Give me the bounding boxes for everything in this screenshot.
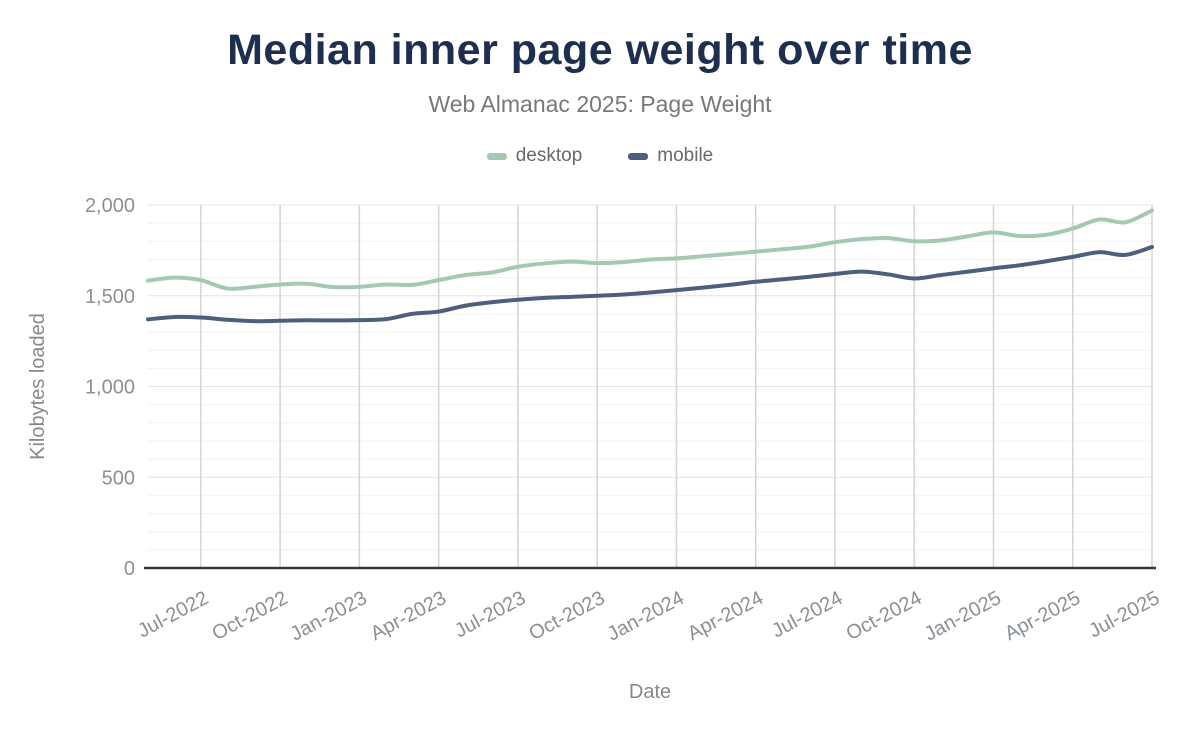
horizontal-gridlines xyxy=(148,204,1152,551)
svg-text:1,000: 1,000 xyxy=(85,377,135,399)
y-axis-title: Kilobytes loaded xyxy=(27,313,49,460)
svg-text:Apr-2023: Apr-2023 xyxy=(367,587,450,645)
desktop-series-swatch xyxy=(486,152,507,160)
svg-text:Oct-2024: Oct-2024 xyxy=(843,587,926,645)
legend-label-mobile: mobile xyxy=(657,145,714,166)
y-axis-tick-labels: 0 500 1,000 1,500 2,000 xyxy=(85,195,135,580)
legend-label-desktop: desktop xyxy=(515,145,583,166)
svg-text:Oct-2023: Oct-2023 xyxy=(526,587,609,645)
svg-text:1,500: 1,500 xyxy=(85,286,135,308)
svg-text:0: 0 xyxy=(124,558,135,580)
desktop-series-line[interactable] xyxy=(146,208,1154,291)
svg-text:500: 500 xyxy=(102,467,135,489)
line-chart-canvas: 05001,0001,5002,000Jul-2022Oct-2022Jan-2… xyxy=(27,195,1163,703)
vertical-gridlines xyxy=(200,205,1153,568)
chart-legend: desktop mobile xyxy=(0,145,1200,167)
legend-item-mobile[interactable]: mobile xyxy=(628,145,713,167)
svg-text:2,000: 2,000 xyxy=(85,195,135,217)
legend-item-desktop[interactable]: desktop xyxy=(486,145,583,167)
svg-text:Jul-2024: Jul-2024 xyxy=(768,587,846,642)
chart-title: Median inner page weight over time xyxy=(227,26,973,74)
chart-subtitle: Web Almanac 2025: Page Weight xyxy=(428,91,772,117)
svg-text:Jul-2023: Jul-2023 xyxy=(451,587,529,642)
svg-text:Jul-2025: Jul-2025 xyxy=(1085,587,1163,642)
mobile-series-line[interactable] xyxy=(146,244,1154,324)
svg-text:Jan-2024: Jan-2024 xyxy=(604,587,688,646)
svg-text:Jan-2023: Jan-2023 xyxy=(287,587,371,646)
svg-text:Jul-2022: Jul-2022 xyxy=(134,587,212,642)
svg-text:Oct-2022: Oct-2022 xyxy=(208,587,291,645)
svg-text:Apr-2024: Apr-2024 xyxy=(684,587,767,645)
svg-text:Jan-2025: Jan-2025 xyxy=(921,587,1005,646)
x-axis-title: Date xyxy=(629,681,671,703)
svg-text:Apr-2025: Apr-2025 xyxy=(1001,587,1084,645)
mobile-series-swatch xyxy=(628,152,649,160)
